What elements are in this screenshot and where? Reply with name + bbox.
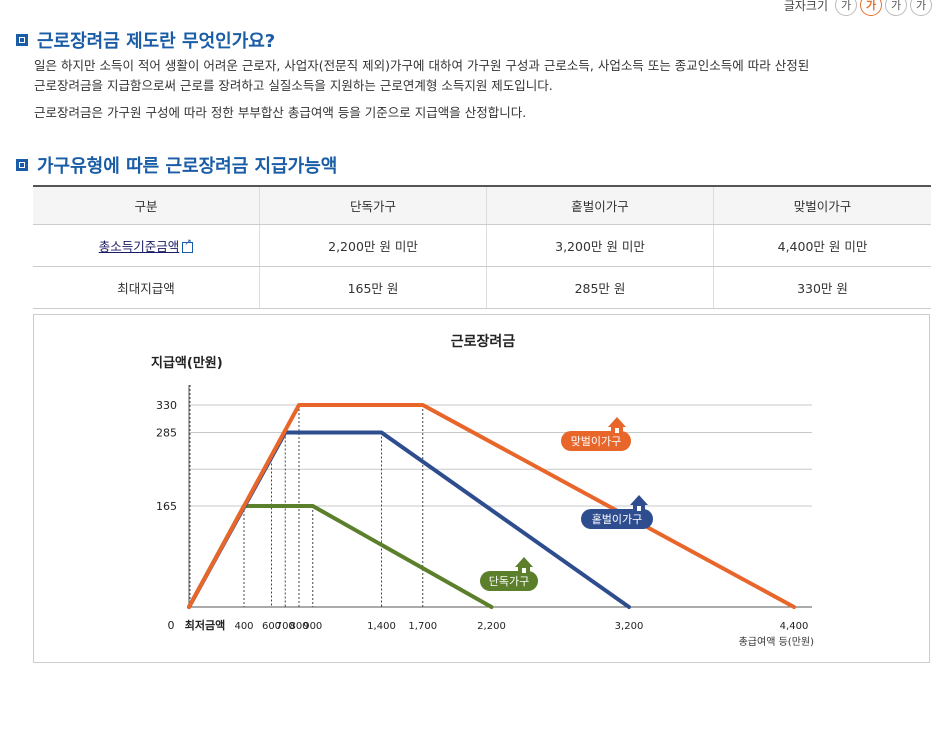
font-size-xlarge-button[interactable]: 가 xyxy=(910,0,932,16)
link-label: 총소득기준금액 xyxy=(98,239,180,254)
intro-paragraph: 일은 하지만 소득이 적어 생활이 어려운 근로자, 사업자(전문직 제외)가구… xyxy=(34,56,914,96)
house-door-icon xyxy=(637,506,641,511)
square-bullet-icon xyxy=(16,34,28,46)
square-bullet-icon xyxy=(16,159,28,171)
series-label: 맞벌이가구 xyxy=(571,435,622,448)
payment-table: 구분 단독가구 홑벌이가구 맞벌이가구 총소득기준금액 2,200만 원 미만 … xyxy=(33,185,931,309)
intro-line-1: 일은 하지만 소득이 적어 생활이 어려운 근로자, 사업자(전문직 제외)가구… xyxy=(34,58,810,73)
font-size-control: 글자크기 가 가 가 가 xyxy=(784,0,932,16)
x-tick-label: 600 xyxy=(262,621,281,632)
table-cell: 285만 원 xyxy=(486,266,714,309)
section-title: 근로장려금 제도란 무엇인가요? xyxy=(37,31,276,52)
column-header: 구분 xyxy=(33,185,260,225)
row-label-cell: 최대지급액 xyxy=(33,266,260,309)
font-size-label: 글자크기 xyxy=(783,0,828,13)
y-tick-label: 285 xyxy=(156,427,177,440)
font-size-large-button[interactable]: 가 xyxy=(885,0,907,16)
column-header: 단독가구 xyxy=(259,185,487,225)
x-tick-label: 1,700 xyxy=(408,621,437,632)
row-label-cell: 총소득기준금액 xyxy=(33,224,260,267)
font-size-small-button[interactable]: 가 xyxy=(835,0,857,16)
series-label: 단독가구 xyxy=(489,575,529,588)
x-tick-label: 1,400 xyxy=(367,621,396,632)
series-label: 홑벌이가구 xyxy=(592,513,643,526)
series-label-pill xyxy=(480,571,538,591)
table-cell: 330만 원 xyxy=(713,266,931,309)
y-tick-label: 330 xyxy=(156,399,177,412)
y-tick-label: 165 xyxy=(156,500,177,513)
calculation-paragraph: 근로장려금은 가구원 구성에 따라 정한 부부합산 총급여액 등을 기준으로 지… xyxy=(34,105,527,120)
intro-line-2: 근로장려금을 지급함으로써 근로를 장려하고 실질소득을 지원하는 근로연계형 … xyxy=(34,78,553,93)
x-tick-label: 4,400 xyxy=(780,621,809,632)
table-row: 최대지급액 165만 원 285만 원 330만 원 xyxy=(33,266,931,309)
x-tick-label: 800 xyxy=(289,621,308,632)
section-heading-what-is: 근로장려금 제도란 무엇인가요? xyxy=(16,27,275,53)
series-label-pill xyxy=(561,431,631,451)
x-origin-label: 0 xyxy=(168,619,175,632)
table-cell: 165만 원 xyxy=(259,266,487,309)
table-cell: 2,200만 원 미만 xyxy=(259,224,487,267)
column-header: 홑벌이가구 xyxy=(486,185,714,225)
house-door-icon xyxy=(615,428,619,433)
house-icon xyxy=(608,417,626,427)
series-label-pill xyxy=(581,509,653,529)
income-threshold-link[interactable]: 총소득기준금액 xyxy=(99,239,180,254)
table-row: 총소득기준금액 2,200만 원 미만 3,200만 원 미만 4,400만 원… xyxy=(33,224,931,267)
x-axis-label: 총급여액 등(만원) xyxy=(739,636,814,648)
x-tick-label: 3,200 xyxy=(615,621,644,632)
font-size-default-button[interactable]: 가 xyxy=(860,0,882,16)
x-tick-label: 900 xyxy=(303,621,322,632)
column-header: 맞벌이가구 xyxy=(713,185,931,225)
series-line xyxy=(187,403,796,609)
x-tick-label: 700 xyxy=(276,621,295,632)
section-heading-amount: 가구유형에 따른 근로장려금 지급가능액 xyxy=(16,152,337,178)
x-min-label: 최저금액 xyxy=(185,618,225,632)
series-line xyxy=(187,430,631,609)
table-cell: 3,200만 원 미만 xyxy=(486,224,714,267)
table-header-row: 구분 단독가구 홑벌이가구 맞벌이가구 xyxy=(33,185,931,225)
y-axis-label: 지급액(만원) xyxy=(151,355,223,371)
x-tick-label: 400 xyxy=(234,621,253,632)
payment-chart: 근로장려금 지급액(만원) 총급여액 등(만원) 0 최저금액 165 285 33… xyxy=(151,333,814,648)
table-cell: 4,400만 원 미만 xyxy=(713,224,931,267)
x-tick-label: 2,200 xyxy=(477,621,506,632)
house-door-icon xyxy=(522,568,526,573)
house-icon xyxy=(515,557,533,567)
chart-container: 근로장려금 지급액(만원) 총급여액 등(만원) 0 최저금액 165 285 33… xyxy=(33,314,930,663)
house-icon xyxy=(630,495,648,505)
external-link-icon[interactable] xyxy=(182,238,194,253)
chart-title: 근로장려금 xyxy=(451,333,516,350)
section-title: 가구유형에 따른 근로장려금 지급가능액 xyxy=(37,156,338,177)
